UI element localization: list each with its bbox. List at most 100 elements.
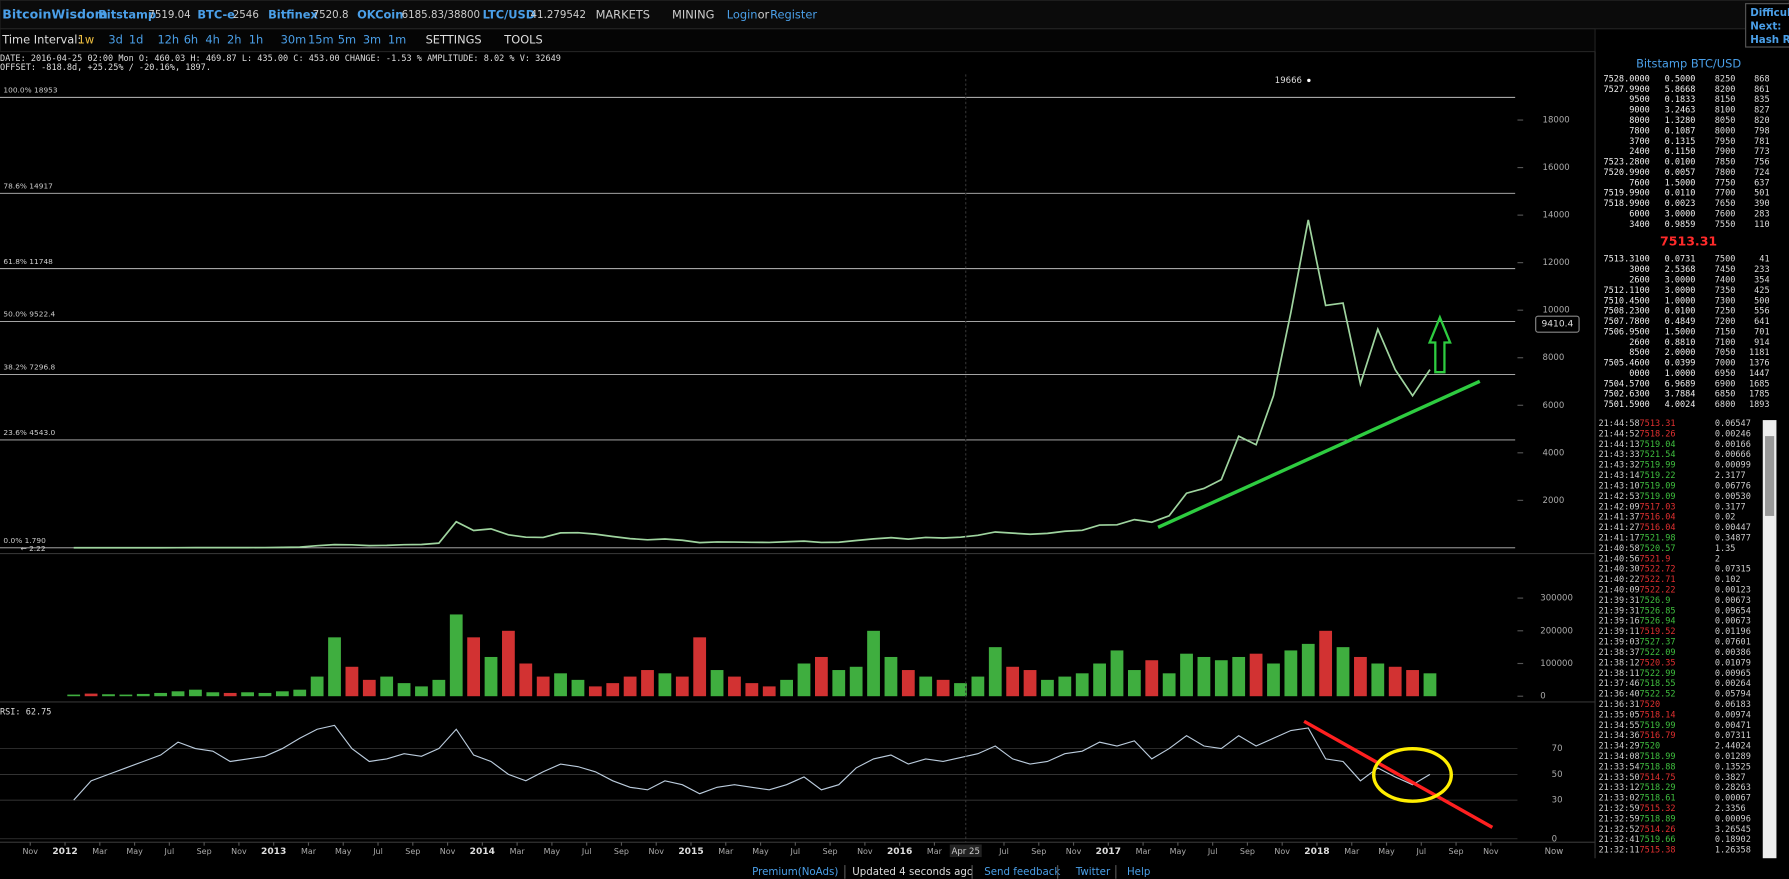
x-tick-label: 2018 — [1304, 847, 1329, 857]
interval-button[interactable]: 1d — [129, 33, 143, 47]
interval-button[interactable]: 2h — [227, 33, 241, 47]
order-cell: 6850 — [1715, 390, 1736, 400]
order-cell: 6.9689 — [1665, 379, 1696, 389]
exchange-name[interactable]: OKCoin — [357, 8, 403, 22]
x-tick-label: May — [1170, 847, 1187, 856]
trade-time: 21:43:33 — [1598, 450, 1639, 460]
volume-bar — [1180, 653, 1193, 697]
interval-button[interactable]: 3m — [363, 33, 381, 47]
y-tick-label: 2000 — [1543, 496, 1565, 506]
interval-button[interactable]: 5m — [338, 33, 356, 47]
interval-button[interactable]: 1m — [388, 33, 406, 47]
volume-bar — [241, 692, 254, 697]
order-cell: 354 — [1754, 275, 1769, 285]
scrollbar[interactable] — [1762, 420, 1777, 859]
trade-price: 7522.99 — [1640, 669, 1676, 679]
volume-bar — [1354, 656, 1367, 697]
x-tick-label: Mar — [1344, 847, 1360, 856]
x-tick-label: Jul — [998, 847, 1009, 856]
interval-button[interactable]: 15m — [308, 33, 334, 47]
menu[interactable]: MINING — [672, 8, 714, 22]
order-cell: 7850 — [1715, 158, 1736, 168]
trade-time: 21:39:16 — [1598, 617, 1639, 627]
trade-amount: 2.3177 — [1715, 471, 1746, 481]
rsi-trend-line — [1303, 719, 1494, 829]
order-cell: 756 — [1754, 158, 1769, 168]
settings-menu[interactable]: SETTINGS — [426, 33, 482, 47]
trade-price: 7514.26 — [1640, 825, 1676, 835]
exchange-name[interactable]: Bitstamp — [98, 8, 156, 22]
register-link[interactable]: Register — [770, 8, 817, 22]
exchange-price: 7519.04 — [148, 9, 190, 21]
interval-button[interactable]: 6h — [184, 33, 198, 47]
order-cell: 7000 — [1715, 359, 1736, 369]
order-cell: 3000 — [1629, 265, 1650, 275]
volume-bar — [641, 670, 654, 697]
trade-price: 7521.9 — [1640, 554, 1671, 564]
order-cell: 1685 — [1749, 379, 1770, 389]
order-cell: 6800 — [1715, 400, 1736, 410]
trade-time: 21:32:11 — [1598, 846, 1639, 856]
order-cell: 0.1315 — [1665, 137, 1696, 147]
footer-link[interactable]: Premium(NoAds) — [752, 866, 838, 878]
trade-amount: 0.00096 — [1715, 814, 1751, 824]
trade-amount: 0.28263 — [1715, 783, 1751, 793]
trade-time: 21:39:03 — [1598, 638, 1639, 648]
exchange-name[interactable]: Bitfinex — [268, 8, 318, 22]
login-link[interactable]: Login — [727, 8, 758, 22]
volume-bar — [502, 630, 515, 697]
order-cell: 0.1087 — [1665, 126, 1696, 136]
trade-price: 7519.09 — [1640, 481, 1676, 491]
interval-button[interactable]: 4h — [205, 33, 219, 47]
volume-bar — [258, 692, 272, 697]
fib-label: 50.0% 9522.4 — [3, 310, 55, 319]
footer-link[interactable]: Twitter — [1075, 866, 1111, 878]
volume-bar — [884, 656, 898, 697]
trade-time: 21:42:53 — [1598, 492, 1639, 502]
y-tick-label: 18000 — [1543, 116, 1570, 126]
volume-bar — [571, 679, 585, 697]
volume-bar — [1093, 663, 1106, 697]
trade-amount: 0.06776 — [1715, 481, 1751, 491]
footer-link[interactable]: Help — [1127, 866, 1150, 878]
menu[interactable]: MARKETS — [596, 8, 650, 22]
y-tick-label: 8000 — [1543, 353, 1565, 363]
volume-bar — [1284, 650, 1298, 697]
interval-button[interactable]: 1h — [249, 33, 263, 47]
volume-bar — [102, 694, 115, 697]
fib-label: 23.6% 4543.0 — [3, 428, 55, 437]
rsi-tick-label: 50 — [1552, 770, 1563, 780]
order-cell: 0.0023 — [1665, 199, 1696, 209]
interval-button[interactable]: 3d — [108, 33, 122, 47]
trade-price: 7518.14 — [1640, 710, 1676, 720]
interval-button[interactable]: 30m — [281, 33, 307, 47]
tools-menu[interactable]: TOOLS — [503, 33, 542, 47]
exchange-name[interactable]: BTC-e — [197, 8, 235, 22]
trade-time: 21:41:27 — [1598, 523, 1639, 533]
x-tick-label: Jul — [581, 847, 592, 856]
order-cell: 3.0000 — [1665, 286, 1696, 296]
volume-bar — [1041, 679, 1054, 697]
interval-button[interactable]: 1w — [78, 33, 95, 47]
side-box — [1745, 3, 1789, 48]
volume-bar — [136, 693, 150, 697]
scrollbar-thumb[interactable] — [1765, 436, 1775, 516]
order-cell: 7700 — [1715, 189, 1736, 199]
footer-link[interactable]: Send feedback — [984, 866, 1060, 878]
trade-price: 7519.04 — [1640, 440, 1676, 450]
order-cell: 798 — [1754, 126, 1769, 136]
now-label: Now — [1545, 847, 1564, 857]
volume-bar — [432, 679, 446, 697]
trade-time: 21:33:50 — [1598, 773, 1639, 783]
side-box-text: Next: — [1750, 20, 1781, 32]
exchange-name[interactable]: LTC/USD — [483, 8, 536, 22]
brand[interactable]: BitcoinWisdom — [2, 7, 107, 22]
trade-amount: 0.00673 — [1715, 617, 1751, 627]
volume-bar — [780, 679, 794, 697]
order-cell: 7508.2300 — [1603, 307, 1649, 317]
volume-bar — [328, 637, 341, 697]
interval-button[interactable]: 12h — [157, 33, 179, 47]
fib-label: 38.2% 7296.8 — [3, 363, 55, 372]
